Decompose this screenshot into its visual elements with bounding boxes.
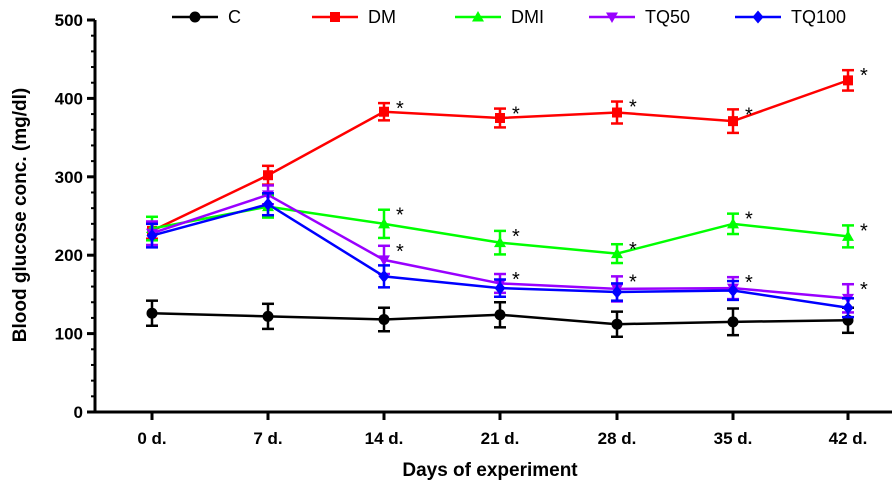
data-point-c <box>378 313 390 325</box>
y-tick-label: 300 <box>55 168 83 187</box>
data-point-dmi <box>611 247 623 259</box>
significance-star: * <box>745 272 753 294</box>
y-tick-label: 100 <box>55 325 83 344</box>
data-point-c <box>494 309 506 321</box>
data-point-c <box>727 316 739 328</box>
data-point-tq100 <box>378 269 390 283</box>
data-point-dm <box>728 116 738 127</box>
y-tick-label: 0 <box>74 403 83 422</box>
legend-item-tq100: TQ100 <box>735 7 846 27</box>
axes: 0 100 200 300 400 500 0 d. 7 d. 14 d. 21 d. 28 d. 3… <box>55 11 892 448</box>
data-point-dmi <box>727 217 739 229</box>
legend-item-tq50: TQ50 <box>589 7 690 27</box>
data-point-dmi <box>494 236 506 248</box>
data-point-tq100 <box>727 283 739 297</box>
legend-marker <box>330 12 340 22</box>
significance-star: * <box>629 97 637 119</box>
legend-marker <box>606 12 618 23</box>
data-point-dmi <box>842 230 854 241</box>
significance-marks: * * * * * * * * * * * * * * * <box>396 65 868 301</box>
x-tick-label: 42 d. <box>829 429 868 448</box>
significance-star: * <box>396 98 404 120</box>
series-c <box>146 299 854 338</box>
legend-item-dm: DM <box>312 7 396 27</box>
significance-star: * <box>512 104 520 126</box>
x-tick-label: 35 d. <box>714 429 753 448</box>
data-point-dm <box>495 113 505 123</box>
significance-star: * <box>745 209 753 231</box>
significance-star: * <box>745 104 753 126</box>
data-point-dmi <box>378 217 390 229</box>
data-point-dm <box>263 170 273 181</box>
data-point-tq50 <box>378 255 390 266</box>
x-tick-label: 28 d. <box>598 429 637 448</box>
data-point-dm <box>379 106 389 117</box>
significance-star: * <box>860 220 868 242</box>
y-axis-title: Blood glucose conc. (mg/dl) <box>10 88 31 342</box>
legend-label: DMI <box>511 7 544 27</box>
data-point-tq100 <box>146 229 158 243</box>
data-point-c <box>146 307 158 319</box>
x-tick-label: 0 d. <box>137 429 166 448</box>
y-tick-label: 400 <box>55 89 83 108</box>
x-axis-title: Days of experiment <box>402 460 578 481</box>
series-layer <box>146 68 854 338</box>
significance-star: * <box>629 239 637 261</box>
significance-star: * <box>396 205 404 227</box>
legend-label: C <box>228 7 241 27</box>
legend-marker <box>752 10 764 24</box>
legend-marker <box>472 11 484 22</box>
y-tick-label: 200 <box>55 246 83 265</box>
data-point-c <box>611 318 623 330</box>
significance-star: * <box>512 269 520 291</box>
x-tick-label: 14 d. <box>365 429 404 448</box>
data-point-tq100 <box>611 285 623 299</box>
legend: C DM DMI TQ50 TQ100 <box>172 7 846 27</box>
x-tick-label: 7 d. <box>253 429 282 448</box>
legend-marker <box>189 11 201 23</box>
data-point-tq100 <box>494 281 506 295</box>
significance-star: * <box>629 271 637 293</box>
significance-star: * <box>860 65 868 87</box>
data-point-c <box>262 310 274 322</box>
significance-star: * <box>860 279 868 301</box>
data-point-dm <box>612 107 622 118</box>
significance-star: * <box>512 226 520 248</box>
legend-label: TQ50 <box>645 7 690 27</box>
legend-item-c: C <box>172 7 241 27</box>
data-point-tq100 <box>842 301 854 315</box>
x-tick-label: 21 d. <box>481 429 520 448</box>
series-tq100 <box>146 192 854 319</box>
legend-label: DM <box>368 7 396 27</box>
y-tick-label: 500 <box>55 11 83 30</box>
data-point-dm <box>843 75 853 86</box>
data-point-tq100 <box>262 197 274 211</box>
legend-label: TQ100 <box>791 7 846 27</box>
significance-star: * <box>396 241 404 263</box>
legend-item-dmi: DMI <box>455 7 544 27</box>
